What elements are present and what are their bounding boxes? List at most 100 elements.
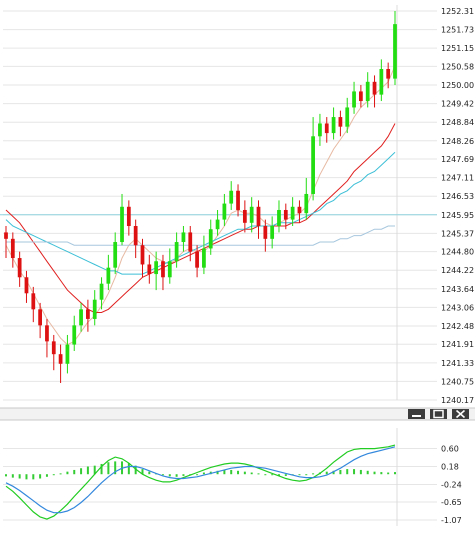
window-button-bg xyxy=(408,409,425,419)
histogram-bar xyxy=(271,474,274,476)
price-tick-label: 1249.42 xyxy=(441,100,474,109)
histogram-bar xyxy=(134,465,137,475)
histogram-bar xyxy=(59,473,62,475)
candle xyxy=(359,85,363,108)
indicator-axis: 0.60 0.18 -0.24 -0.65 -1.07 xyxy=(441,445,462,525)
indicator-tick-label: -0.24 xyxy=(441,480,462,489)
price-tick-label: 1240.17 xyxy=(441,396,474,405)
candle-body xyxy=(324,123,329,134)
ma-line-ma_slow xyxy=(5,123,396,313)
candle xyxy=(154,251,159,291)
candle xyxy=(345,97,350,134)
candle xyxy=(386,62,391,89)
candle-body xyxy=(147,264,152,275)
histogram-bar xyxy=(11,474,14,478)
price-tick-label: 1244.22 xyxy=(441,266,474,275)
histogram-bar xyxy=(161,474,164,476)
candle xyxy=(113,232,118,275)
restore-button[interactable] xyxy=(430,409,447,419)
candle xyxy=(393,11,397,86)
candle-body xyxy=(86,309,90,319)
histogram-bar xyxy=(100,463,103,475)
histogram-bar xyxy=(168,474,171,477)
histogram-bar xyxy=(257,473,260,475)
histogram-bar xyxy=(243,471,246,475)
restore-icon xyxy=(433,409,444,419)
candle xyxy=(99,277,104,310)
ma-line-ma_fast xyxy=(5,65,396,346)
candle xyxy=(277,200,281,233)
candle xyxy=(290,197,295,227)
histogram-bar xyxy=(39,474,42,479)
candle xyxy=(181,226,186,252)
price-tick-label: 1251.15 xyxy=(441,44,474,53)
candle-body xyxy=(154,261,159,275)
candle-body xyxy=(133,226,138,246)
candle xyxy=(38,302,42,339)
histogram-bar xyxy=(223,469,226,475)
histogram-bar xyxy=(373,471,376,475)
candle-body xyxy=(242,209,247,223)
price-tick-label: 1245.37 xyxy=(441,229,474,238)
indicator-tick-label: -0.65 xyxy=(441,498,462,507)
candle-body xyxy=(120,206,124,243)
ma-line-ma_longer xyxy=(5,151,396,275)
candle-body xyxy=(161,261,165,278)
candle-body xyxy=(79,309,83,326)
price-tick-label: 1246.53 xyxy=(441,192,474,201)
histogram-bar xyxy=(264,474,267,476)
candle xyxy=(86,299,90,332)
histogram-bar xyxy=(312,473,315,475)
price-axis: 1252.31 1251.73 1251.15 1250.58 1250.00 1249.… xyxy=(441,7,474,405)
price-tick-label: 1248.84 xyxy=(441,118,474,127)
candle-body xyxy=(215,219,220,230)
histogram-bar xyxy=(380,472,383,475)
histogram-bar xyxy=(80,468,83,475)
candle-body xyxy=(126,206,131,227)
price-tick-label: 1242.48 xyxy=(441,322,474,331)
candle-body xyxy=(174,242,179,262)
minimize-button[interactable] xyxy=(408,409,425,419)
candle-body xyxy=(393,24,397,79)
candle-body xyxy=(365,81,370,102)
histogram-bar xyxy=(52,474,55,476)
candle xyxy=(72,315,77,351)
price-tick-label: 1251.73 xyxy=(441,26,474,35)
histogram-bar xyxy=(332,470,335,475)
candle xyxy=(147,254,152,284)
histogram-bar xyxy=(216,470,219,475)
ma-line-ma_longest xyxy=(6,225,395,246)
candle xyxy=(31,286,36,323)
close-button[interactable] xyxy=(452,409,469,419)
candle xyxy=(79,302,83,332)
candle-body xyxy=(236,190,240,210)
candle xyxy=(352,81,356,114)
histogram-bar xyxy=(339,469,342,475)
candle-body xyxy=(99,283,104,300)
indicator-tick-label: 0.18 xyxy=(441,463,459,472)
candle xyxy=(263,219,268,252)
price-tick-label: 1244.80 xyxy=(441,248,474,257)
histogram-bar xyxy=(230,469,233,475)
histogram-bar xyxy=(18,474,21,479)
candle xyxy=(249,197,254,233)
candle-body xyxy=(222,203,227,220)
candle xyxy=(338,110,343,137)
candle-body xyxy=(106,267,111,284)
candle-body xyxy=(277,209,281,227)
price-tick-label: 1241.91 xyxy=(441,340,474,349)
candle-body xyxy=(229,190,234,204)
price-tick-label: 1240.75 xyxy=(441,377,474,386)
candle-body xyxy=(195,251,199,268)
candle xyxy=(106,254,111,291)
candle xyxy=(236,184,240,217)
histogram-bar xyxy=(86,466,89,475)
price-tick-label: 1243.64 xyxy=(441,285,474,294)
candle xyxy=(365,72,370,108)
candle-body xyxy=(10,238,15,259)
close-icon xyxy=(455,409,466,419)
candle-body xyxy=(270,226,275,239)
candle xyxy=(229,181,234,210)
